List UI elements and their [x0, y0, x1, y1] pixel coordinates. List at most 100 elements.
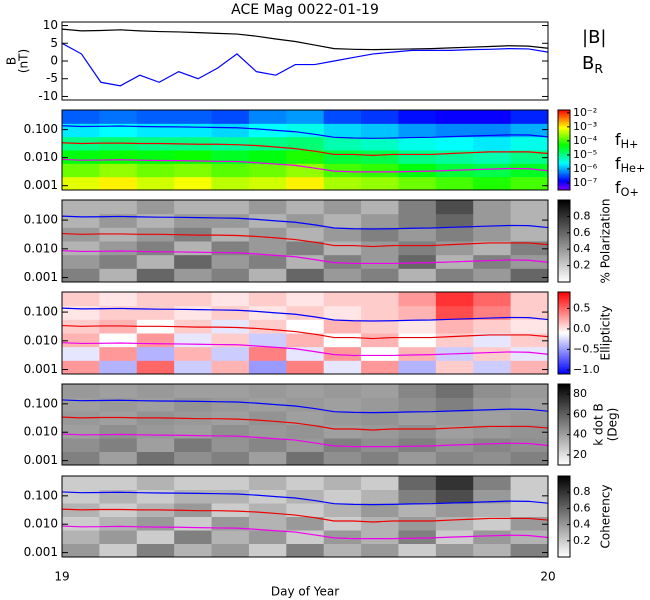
- colorbar-swatch: [558, 431, 570, 434]
- heatmap-cell: [62, 292, 100, 307]
- heatmap-cell: [211, 397, 250, 412]
- colorbar-swatch: [558, 343, 570, 346]
- heatmap-cell: [211, 200, 250, 215]
- heatmap-cell: [435, 176, 474, 190]
- colorbar-swatch: [558, 300, 570, 303]
- heatmap-cell: [174, 150, 213, 164]
- heatmap-cell: [398, 254, 437, 269]
- heatmap-cell: [62, 254, 100, 269]
- colorbar-swatch: [558, 271, 570, 273]
- colorbar-swatch: [558, 547, 570, 550]
- colorbar-swatch: [558, 202, 570, 205]
- heatmap-cell: [361, 516, 399, 531]
- heatmap-cell: [136, 438, 175, 452]
- heatmap-cell: [323, 150, 362, 164]
- heatmap-cell: [323, 176, 362, 190]
- heatmap-cell: [361, 254, 399, 269]
- x-axis-label: Day of Year: [271, 585, 339, 599]
- colorbar-label: Ellipticity: [599, 306, 613, 361]
- heatmap-cell: [323, 438, 362, 452]
- heatmap-cell: [323, 319, 362, 334]
- colorbar-tick-label: 0.4: [573, 242, 591, 255]
- colorbar-tick-label: 0.2: [573, 259, 591, 272]
- colorbar-swatch: [558, 400, 570, 403]
- colorbar-swatch: [558, 528, 570, 531]
- colorbar-swatch: [558, 200, 570, 202]
- heatmap-cell: [286, 150, 325, 164]
- colorbar-swatch: [558, 184, 570, 187]
- colorbar-tick-label: 10⁻²: [573, 106, 597, 119]
- colorbar-swatch: [558, 124, 570, 127]
- data-line: [62, 158, 548, 173]
- heatmap-cell: [361, 319, 399, 334]
- heatmap-cell: [286, 163, 325, 178]
- heatmap-cell: [361, 397, 399, 412]
- heatmap-cell: [174, 123, 213, 138]
- colorbar-swatch: [558, 482, 570, 485]
- heatmap-cell: [99, 424, 138, 439]
- colorbar-swatch: [558, 435, 570, 438]
- heatmap-cell: [62, 110, 100, 124]
- colorbar-swatch: [558, 337, 570, 339]
- colorbar-swatch: [558, 515, 570, 517]
- colorbar-tick-label: 10⁻⁷: [573, 176, 597, 189]
- legend-label-main: f: [615, 178, 621, 197]
- heatmap-cell: [473, 333, 512, 348]
- heatmap-cell: [398, 397, 437, 412]
- heatmap-cell: [62, 360, 100, 374]
- colorbar-swatch: [558, 393, 570, 396]
- legend-label-sub: He+: [621, 162, 646, 175]
- heatmap-cell: [136, 292, 175, 307]
- colorbar-swatch: [558, 552, 570, 555]
- colorbar-swatch: [558, 478, 570, 481]
- heatmap-cell: [323, 516, 362, 531]
- heatmap-cell: [174, 530, 213, 544]
- colorbar-swatch: [558, 538, 570, 540]
- colorbar-swatch: [558, 368, 570, 371]
- heatmap-cell: [136, 200, 175, 215]
- heatmap-cell: [286, 384, 325, 398]
- colorbar-swatch: [558, 442, 570, 444]
- chart-title: ACE Mag 0022-01-19: [231, 2, 379, 18]
- heatmap-cell: [510, 176, 548, 190]
- colorbar-swatch: [558, 164, 570, 167]
- legend-label: fHe+: [615, 154, 645, 176]
- heatmap-cell: [248, 227, 287, 242]
- colorbar-swatch: [558, 296, 570, 298]
- colorbar-swatch: [558, 168, 570, 171]
- heatmap-cell: [473, 176, 512, 190]
- heatmap-cell: [174, 176, 213, 190]
- colorbar-swatch: [558, 521, 570, 524]
- colorbar-swatch: [558, 509, 570, 512]
- y-tick-label: -10: [38, 89, 58, 103]
- heatmap-cell: [435, 384, 474, 398]
- y-tick-label: -5: [46, 71, 58, 85]
- heatmap-cell: [435, 543, 474, 557]
- colorbar-swatch: [558, 548, 570, 551]
- colorbar-swatch: [558, 175, 570, 178]
- colorbar-swatch: [558, 272, 570, 275]
- heatmap-cell: [398, 503, 437, 517]
- plot-area: [62, 110, 548, 190]
- legend-label: fH+: [615, 130, 638, 152]
- heatmap-cell: [510, 489, 548, 504]
- colorbar-swatch: [558, 232, 570, 235]
- heatmap-cell: [136, 268, 175, 282]
- heatmap-cell: [398, 489, 437, 504]
- panel-frame: [61, 383, 549, 466]
- heatmap-cell: [398, 319, 437, 334]
- colorbar-swatch: [558, 460, 570, 463]
- colorbar-swatch: [558, 180, 570, 183]
- heatmap-cell: [286, 503, 325, 517]
- colorbar-swatch: [558, 327, 570, 330]
- colorbar-swatch: [558, 187, 570, 190]
- colorbar-swatch: [558, 392, 570, 394]
- colorbar-swatch: [558, 462, 570, 465]
- colorbar-swatch: [558, 357, 570, 360]
- colorbar-swatch: [558, 367, 570, 370]
- y-tick-label: 5: [50, 36, 58, 50]
- colorbar-swatch: [558, 389, 570, 392]
- panel-frame: [61, 109, 549, 191]
- colorbar-swatch: [558, 322, 570, 324]
